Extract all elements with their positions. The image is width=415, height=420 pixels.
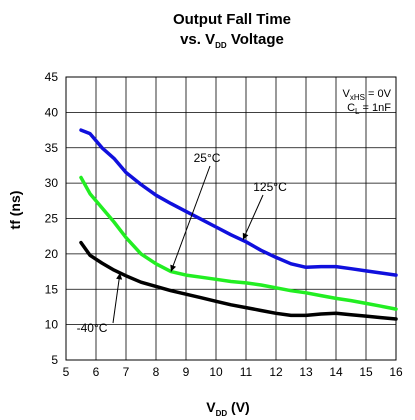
y-axis-label: tf (ns): [7, 191, 23, 230]
y-tick-label: 20: [45, 247, 59, 261]
y-tick-label: 45: [45, 70, 59, 84]
chart-title-line1: Output Fall Time: [173, 11, 291, 28]
y-tick-label: 35: [45, 141, 59, 155]
series-label-125c: 125°C: [253, 180, 287, 194]
series-lines: [79, 128, 398, 321]
y-tick-label: 5: [51, 353, 58, 367]
leader-125c-arrowhead: [242, 232, 249, 240]
test-conditions-annotation: VxHS = 0V CL = 1nF: [343, 88, 392, 116]
leader-minus40c-arrowhead: [116, 272, 123, 280]
leader-25c-arrowhead: [170, 264, 177, 272]
x-tick-label: 6: [93, 365, 100, 379]
x-tick-label: 11: [240, 365, 253, 379]
plot-border: [65, 76, 397, 361]
y-tick-label: 40: [45, 105, 59, 119]
x-tick-label: 13: [299, 365, 313, 379]
series-leaders: [112, 165, 264, 324]
chart-title-line2: vs. VDD Voltage: [180, 31, 284, 50]
series-line-minus40c: [79, 240, 398, 321]
x-axis-label: VDD (V): [206, 399, 249, 418]
x-tick-label: 8: [153, 365, 160, 379]
leader-minus40c: [112, 272, 121, 324]
annotation-vxhs: VxHS = 0V: [343, 88, 392, 102]
x-tick-label: 16: [389, 365, 403, 379]
x-tick-label: 7: [123, 365, 130, 379]
series-label-25c: 25°C: [194, 151, 221, 165]
x-tick-label: 9: [183, 365, 190, 379]
series-line-125c: [79, 128, 398, 277]
annotation-cl: CL = 1nF: [347, 102, 391, 116]
series-label-minus40c: -40°C: [77, 321, 108, 335]
y-tick-label: 30: [45, 176, 59, 190]
grid: [66, 77, 396, 360]
leader-25c: [170, 165, 211, 272]
y-tick-label: 15: [45, 282, 59, 296]
x-tick-label: 14: [329, 365, 343, 379]
x-tick-label: 10: [209, 365, 223, 379]
x-tick-label: 5: [63, 365, 70, 379]
leader-125c: [242, 194, 264, 240]
y-tick-label: 10: [45, 318, 59, 332]
series-line-25c: [79, 175, 398, 311]
x-tick-label: 15: [359, 365, 373, 379]
y-tick-label: 25: [45, 212, 59, 226]
axis-ticks: 5 6 7 8 9 10 11 12 13 14 15 16 5 10 15 20 25 30 35 40 45: [45, 70, 403, 379]
x-tick-label: 12: [269, 365, 283, 379]
